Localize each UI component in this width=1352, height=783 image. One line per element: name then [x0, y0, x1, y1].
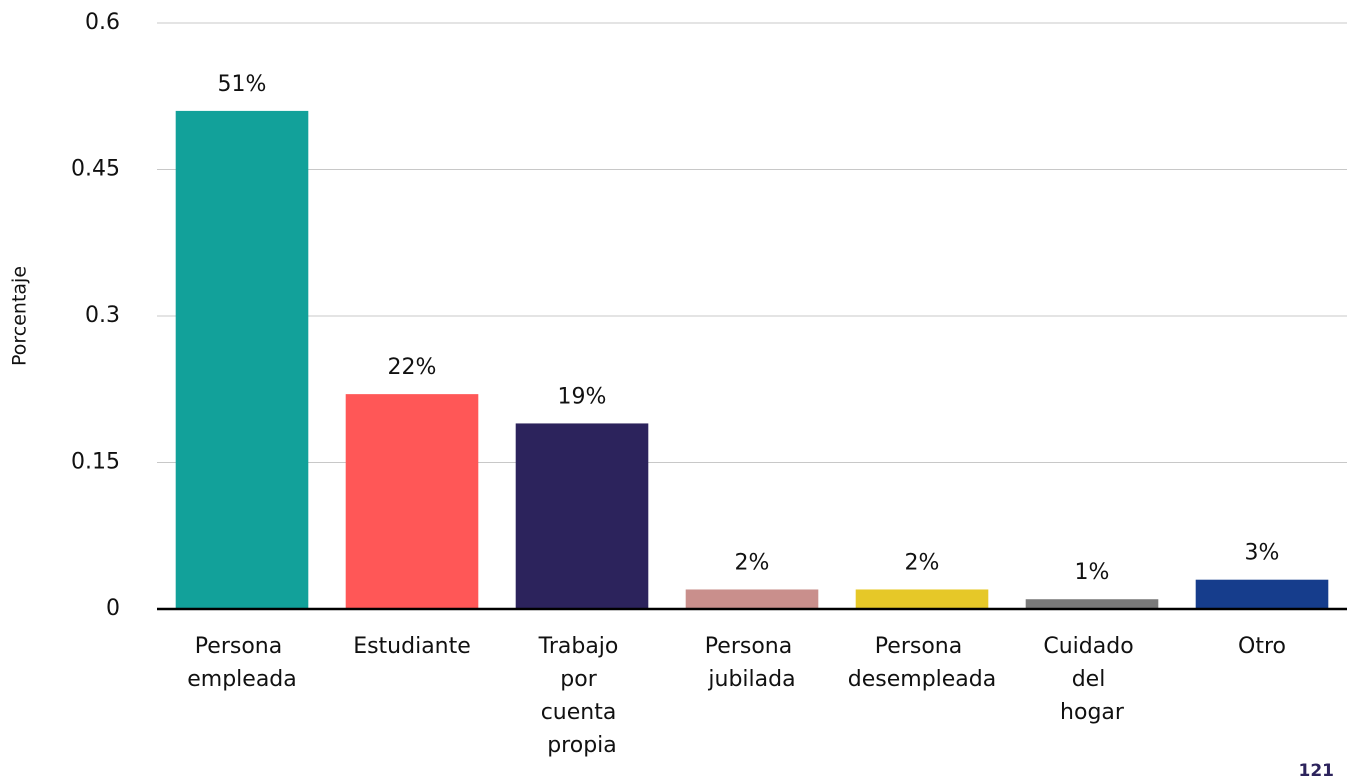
x-tick-label: Persona jubilada	[705, 634, 799, 692]
data-label: 1%	[1075, 560, 1110, 585]
x-tick-label: Estudiante	[353, 634, 471, 659]
y-tick-label: 0.45	[71, 157, 120, 182]
y-tick-label: 0	[106, 596, 120, 621]
bar	[855, 589, 989, 609]
bar	[345, 394, 479, 609]
x-tick-label: Persona empleada	[187, 634, 297, 692]
data-label: 2%	[905, 550, 940, 575]
bar	[515, 423, 649, 609]
page-number: 121	[1299, 761, 1335, 781]
y-tick-label: 0.15	[71, 450, 120, 475]
data-label: 19%	[558, 384, 607, 409]
data-label: 2%	[735, 550, 770, 575]
bar	[175, 110, 309, 610]
x-tick-label: Otro	[1238, 634, 1286, 659]
x-tick-label: Trabajo por cuenta propia	[538, 634, 626, 758]
bar	[1025, 599, 1159, 609]
x-tick-label: Persona desempleada	[848, 634, 996, 692]
data-label: 22%	[388, 355, 437, 380]
y-axis-label: Porcentaje	[9, 266, 31, 366]
y-tick-label: 0.3	[85, 303, 120, 328]
data-label: 3%	[1245, 541, 1280, 566]
data-label: 51%	[218, 72, 267, 97]
bar	[685, 589, 819, 609]
x-tick-label: Cuidado del hogar	[1043, 634, 1140, 725]
bar	[1195, 579, 1329, 609]
y-tick-label: 0.6	[85, 10, 120, 35]
